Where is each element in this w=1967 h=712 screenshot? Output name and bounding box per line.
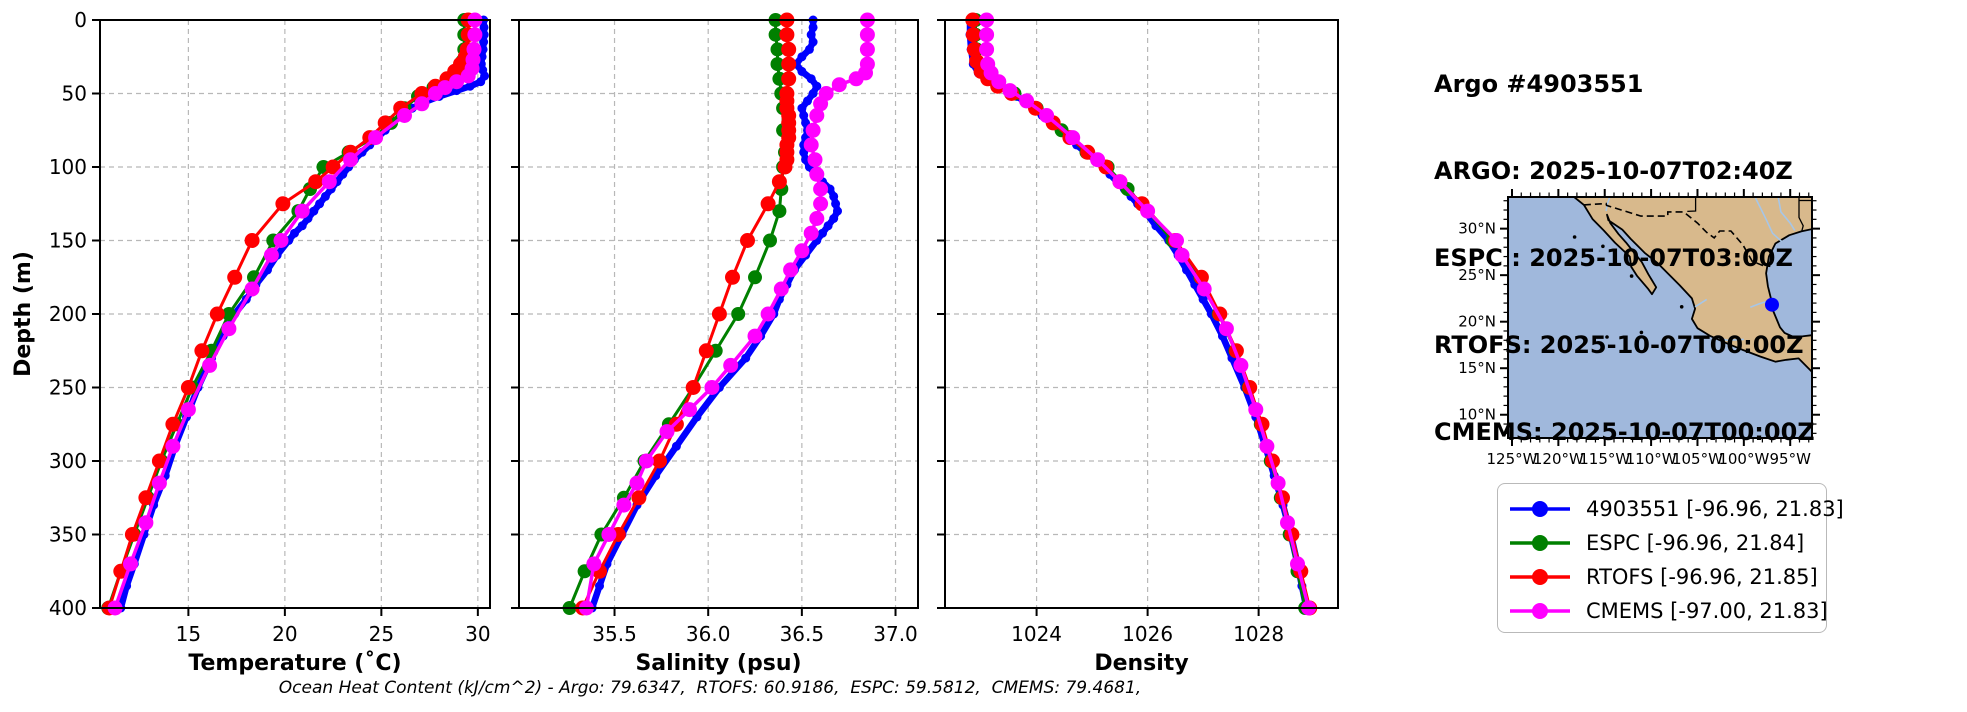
legend-item-label: CMEMS [-97.00, 21.83] <box>1586 599 1828 623</box>
legend-item-label: ESPC [-96.96, 21.84] <box>1586 531 1805 555</box>
svg-text:Temperature (˚C): Temperature (˚C) <box>188 651 401 676</box>
chart-temperature-c-: 15 20 25 30050100150200250300350400Temperat… <box>11 8 491 676</box>
float-position-marker-icon <box>1765 297 1779 312</box>
svg-text:35.5: 35.5 <box>592 622 637 646</box>
series-cmems <box>107 12 483 616</box>
svg-text:0: 0 <box>74 8 87 32</box>
svg-text:30: 30 <box>465 622 490 646</box>
svg-text:20°N: 20°N <box>1458 313 1496 331</box>
svg-text:37.0: 37.0 <box>873 622 918 646</box>
series-rtofs <box>575 12 797 616</box>
legend-item-label: RTOFS [-96.96, 21.85] <box>1586 565 1818 589</box>
legend-line-dot-icon <box>1510 569 1570 585</box>
legend: 4903551 [-96.96, 21.83] ESPC [-96.96, 21… <box>1497 483 1844 633</box>
svg-text:30°N: 30°N <box>1458 220 1496 238</box>
series-cmems <box>979 12 1317 616</box>
header-line-cmems-time: CMEMS: 2025-10-07T00:00Z <box>1434 418 1815 446</box>
svg-text:300: 300 <box>49 449 87 473</box>
chart-density: 1024 1026 1028 Density <box>937 12 1339 676</box>
svg-text:50: 50 <box>62 82 87 106</box>
svg-text:125°W: 125°W <box>1487 450 1538 468</box>
svg-text:15: 15 <box>176 622 201 646</box>
map-island <box>1679 305 1684 309</box>
svg-text:200: 200 <box>49 302 87 326</box>
svg-text:15°N: 15°N <box>1458 359 1496 377</box>
map-state-border <box>1687 197 1697 213</box>
map-river <box>1777 197 1796 231</box>
svg-text:400: 400 <box>49 596 87 620</box>
legend-item: ESPC [-96.96, 21.84] <box>1508 526 1816 560</box>
series-cmems <box>578 12 875 616</box>
svg-text:115°W: 115°W <box>1579 450 1630 468</box>
legend-item: CMEMS [-97.00, 21.83] <box>1508 594 1828 628</box>
svg-text:350: 350 <box>49 523 87 547</box>
svg-text:Depth (m): Depth (m) <box>11 251 36 377</box>
legend-item: 4903551 [-96.96, 21.83] <box>1508 492 1844 526</box>
svg-text:25°N: 25°N <box>1458 266 1496 284</box>
float-info-header: Argo #4903551 ARGO: 2025-10-07T02:40Z ES… <box>1434 12 1815 505</box>
legend-line-dot-icon <box>1510 603 1570 619</box>
svg-text:1026: 1026 <box>1122 622 1173 646</box>
map-island <box>1572 235 1577 239</box>
map-river <box>1716 336 1744 342</box>
header-line-argo-time: ARGO: 2025-10-07T02:40Z <box>1434 157 1793 185</box>
svg-text:20: 20 <box>272 622 297 646</box>
map-state-border <box>1798 197 1804 232</box>
legend-line-dot-icon <box>1510 535 1570 551</box>
svg-text:95°W: 95°W <box>1769 450 1811 468</box>
svg-text:36.0: 36.0 <box>686 622 731 646</box>
header-line-espc-time: ESPC : 2025-10-07T03:00Z <box>1434 244 1793 272</box>
map-island <box>1601 244 1605 249</box>
map-island <box>1629 274 1634 278</box>
svg-text:25: 25 <box>369 622 394 646</box>
svg-text:250: 250 <box>49 376 87 400</box>
svg-text:36.5: 36.5 <box>780 622 825 646</box>
svg-text:100°W: 100°W <box>1718 450 1769 468</box>
svg-text:150: 150 <box>49 229 87 253</box>
svg-text:10°N: 10°N <box>1458 406 1496 424</box>
legend-item-label: 4903551 [-96.96, 21.83] <box>1586 497 1844 521</box>
legend-item: RTOFS [-96.96, 21.85] <box>1508 560 1818 594</box>
svg-text:110°W: 110°W <box>1626 450 1677 468</box>
map-river <box>1750 300 1766 309</box>
svg-text:1024: 1024 <box>1011 622 1062 646</box>
ocean-heat-content-caption: Ocean Heat Content (kJ/cm^2) - Argo: 79.… <box>278 678 1142 698</box>
map-river <box>1754 197 1783 243</box>
svg-text:100: 100 <box>49 155 87 179</box>
svg-text:120°W: 120°W <box>1533 450 1584 468</box>
chart-salinity-psu-: 35.5 36.0 36.5 37.0 Salinity (psu) <box>511 12 919 676</box>
header-line-rtofs-time: RTOFS: 2025-10-07T00:00Z <box>1434 331 1804 359</box>
map-island <box>1605 335 1609 339</box>
svg-text:Salinity (psu): Salinity (psu) <box>635 651 801 676</box>
svg-text:105°W: 105°W <box>1672 450 1723 468</box>
legend-line-dot-icon <box>1510 501 1570 517</box>
svg-text:Density: Density <box>1094 651 1188 676</box>
map-island <box>1639 330 1644 335</box>
map-area <box>1508 197 1812 438</box>
header-line-float-id: Argo #4903551 <box>1434 70 1644 98</box>
map-land <box>1573 197 1812 373</box>
map-river <box>1694 298 1708 308</box>
map-river <box>1605 197 1611 212</box>
svg-text:1028: 1028 <box>1233 622 1284 646</box>
